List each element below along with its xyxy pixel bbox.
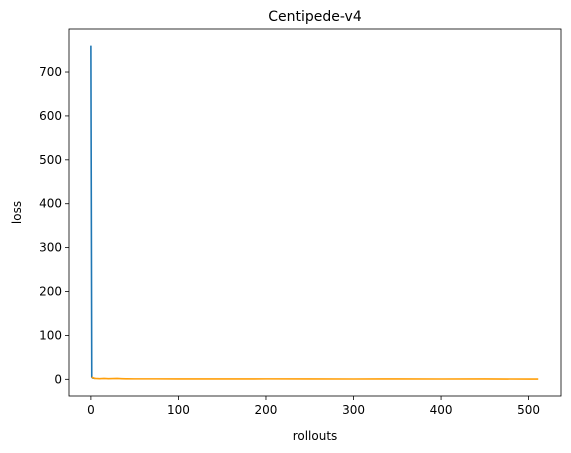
y-tick-label: 300	[39, 241, 62, 255]
plot-frame	[68, 28, 562, 397]
x-tick-label: 0	[87, 403, 95, 417]
x-tick-label: 400	[430, 403, 453, 417]
y-axis-label: loss	[10, 201, 24, 224]
x-tick-label: 500	[517, 403, 540, 417]
series-line-2	[91, 376, 539, 380]
y-tick-label: 700	[39, 65, 62, 79]
x-tick-label: 100	[167, 403, 190, 417]
y-tick-label: 600	[39, 109, 62, 123]
y-tick-label: 0	[54, 372, 62, 386]
y-tick-label: 200	[39, 285, 62, 299]
x-axis-label: rollouts	[293, 429, 338, 443]
chart-title: Centipede-v4	[268, 9, 362, 25]
y-tick-label: 400	[39, 197, 62, 211]
y-tick-label: 100	[39, 328, 62, 342]
ticks-layer: 0 100 200 300 400 500 0 100 200 300 400 500 600 700	[39, 65, 540, 417]
y-tick-label: 500	[39, 153, 62, 167]
x-tick-label: 200	[255, 403, 278, 417]
x-tick-label: 300	[342, 403, 365, 417]
plot-layer	[90, 45, 539, 380]
